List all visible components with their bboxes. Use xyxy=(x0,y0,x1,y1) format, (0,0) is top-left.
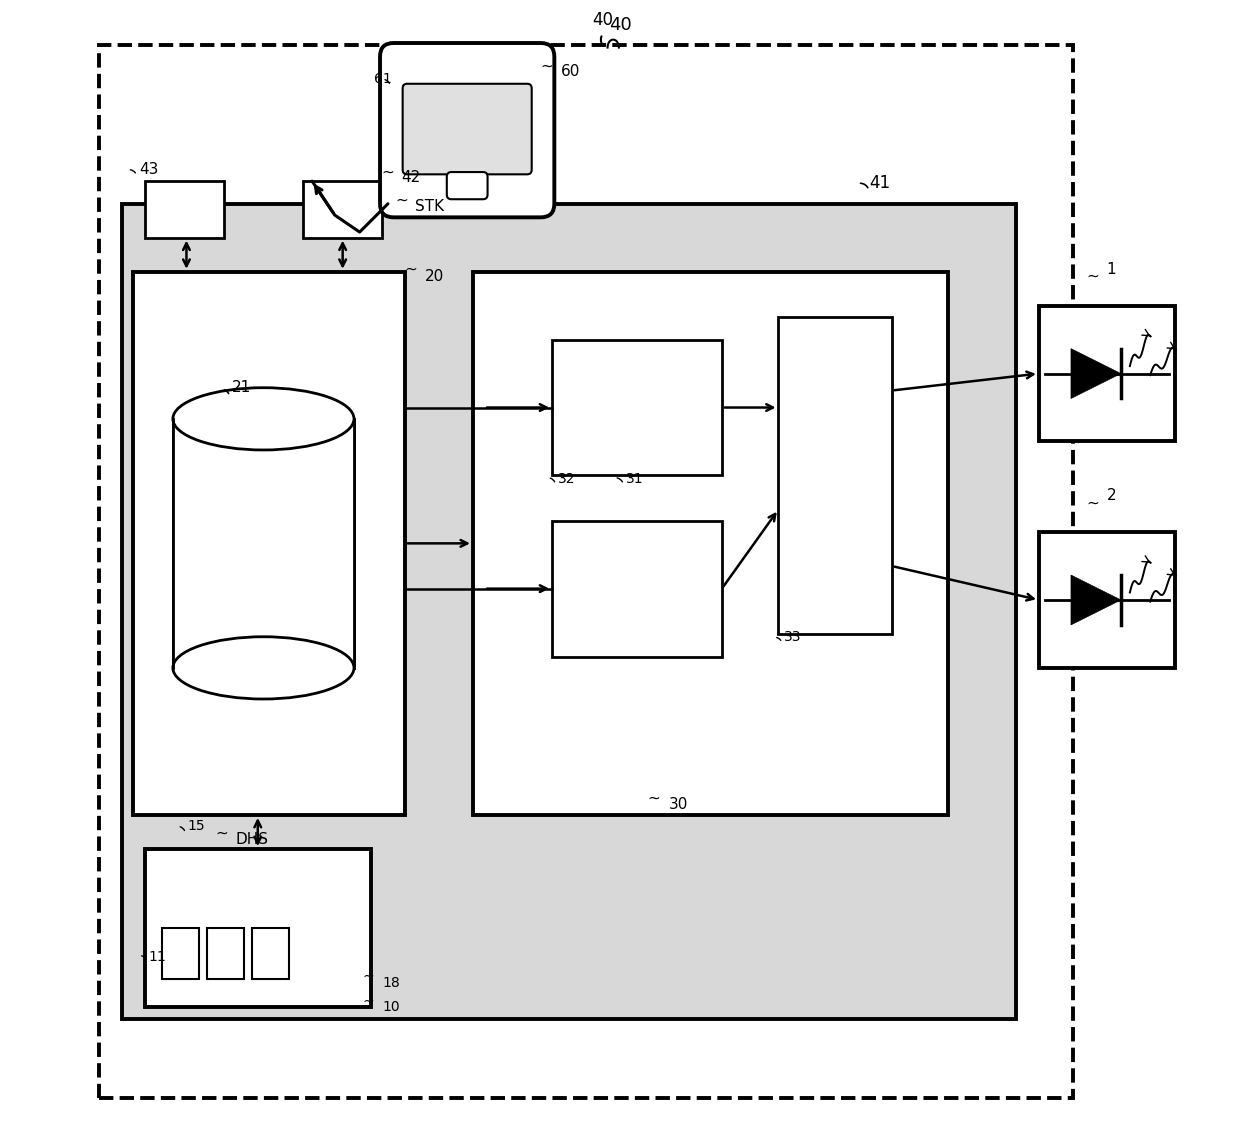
FancyBboxPatch shape xyxy=(252,928,289,979)
Text: 18: 18 xyxy=(382,976,401,989)
FancyBboxPatch shape xyxy=(207,928,244,979)
Text: DHS: DHS xyxy=(236,832,268,848)
Polygon shape xyxy=(1071,575,1121,625)
Ellipse shape xyxy=(172,387,353,451)
Text: 10: 10 xyxy=(382,1001,401,1014)
Text: 21: 21 xyxy=(232,379,250,395)
FancyBboxPatch shape xyxy=(172,419,353,668)
FancyBboxPatch shape xyxy=(779,317,892,634)
Text: ~: ~ xyxy=(396,192,408,208)
FancyBboxPatch shape xyxy=(1039,306,1174,441)
FancyBboxPatch shape xyxy=(133,272,405,815)
Text: 30: 30 xyxy=(668,797,688,813)
Text: 40: 40 xyxy=(593,11,614,29)
Text: 43: 43 xyxy=(139,162,159,178)
Text: 2: 2 xyxy=(1107,488,1116,504)
FancyBboxPatch shape xyxy=(446,172,487,199)
Polygon shape xyxy=(1071,349,1121,398)
Text: 31: 31 xyxy=(626,472,644,486)
FancyBboxPatch shape xyxy=(472,272,949,815)
Text: 15: 15 xyxy=(187,820,205,833)
FancyBboxPatch shape xyxy=(145,849,371,1007)
FancyBboxPatch shape xyxy=(99,45,1073,1098)
Text: 32: 32 xyxy=(558,472,575,486)
FancyBboxPatch shape xyxy=(161,928,198,979)
Text: 1: 1 xyxy=(1107,261,1116,277)
Text: ~: ~ xyxy=(216,825,228,841)
Text: ~: ~ xyxy=(541,58,553,74)
Text: 60: 60 xyxy=(562,63,580,79)
Ellipse shape xyxy=(172,636,353,698)
FancyBboxPatch shape xyxy=(303,181,382,238)
Text: STK: STK xyxy=(415,198,444,214)
Text: 41: 41 xyxy=(869,174,890,192)
Text: ~: ~ xyxy=(647,790,661,806)
FancyBboxPatch shape xyxy=(403,84,532,174)
Text: ~: ~ xyxy=(363,970,374,984)
FancyBboxPatch shape xyxy=(122,204,1017,1019)
FancyBboxPatch shape xyxy=(552,340,722,475)
FancyBboxPatch shape xyxy=(552,521,722,657)
Text: ~: ~ xyxy=(1086,495,1100,511)
Text: ~: ~ xyxy=(363,995,374,1009)
FancyBboxPatch shape xyxy=(1039,532,1174,668)
Text: 40: 40 xyxy=(609,16,631,34)
FancyBboxPatch shape xyxy=(145,181,223,238)
Text: 11: 11 xyxy=(148,950,166,963)
FancyBboxPatch shape xyxy=(379,43,554,217)
Text: ~: ~ xyxy=(404,261,417,277)
Text: ~: ~ xyxy=(1086,268,1100,284)
Text: 42: 42 xyxy=(402,170,420,186)
Text: 61: 61 xyxy=(373,72,392,86)
Text: 33: 33 xyxy=(784,631,801,644)
Text: ~: ~ xyxy=(382,164,394,180)
Text: 20: 20 xyxy=(425,268,445,284)
